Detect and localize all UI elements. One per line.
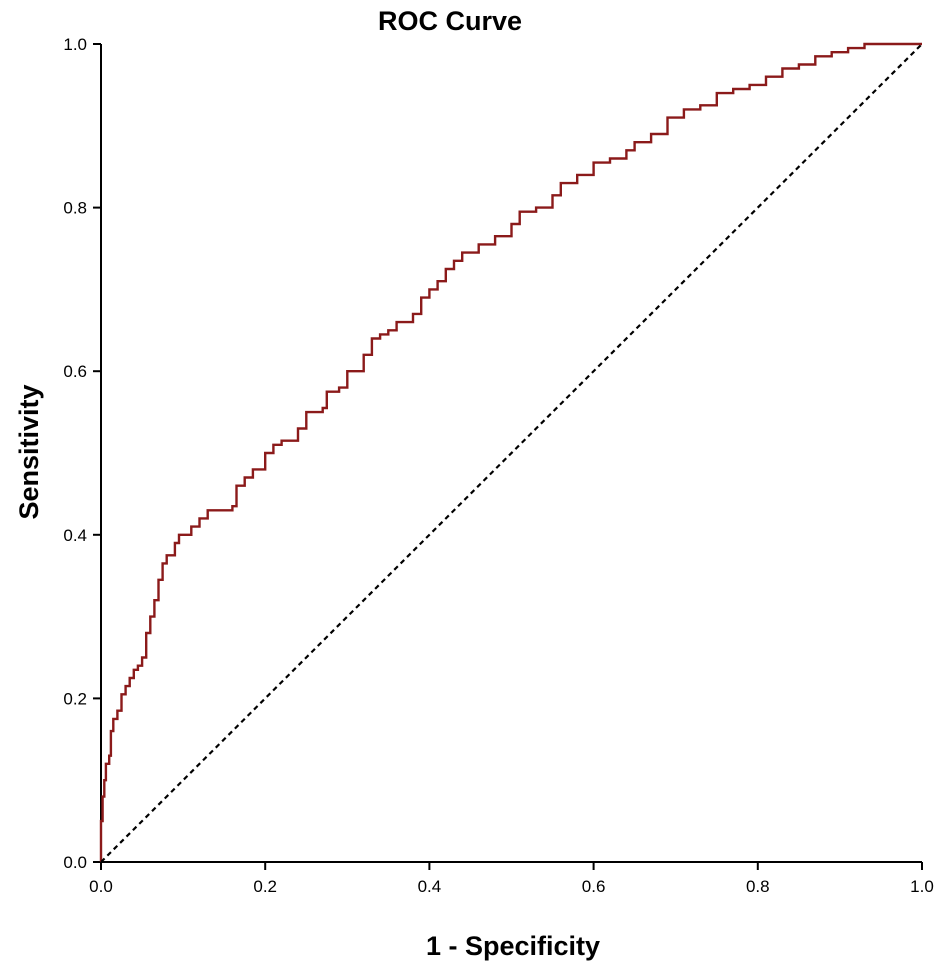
x-tick-label: 0.8 xyxy=(746,877,770,896)
x-axis-label: 1 - Specificity xyxy=(426,931,600,961)
x-tick-label: 0.6 xyxy=(582,877,606,896)
y-tick-label: 0.8 xyxy=(63,199,87,218)
y-tick-label: 1.0 xyxy=(63,35,87,54)
x-tick-label: 1.0 xyxy=(910,877,934,896)
chart-title: ROC Curve xyxy=(378,6,522,36)
roc-curve-line xyxy=(99,42,922,862)
y-tick-label: 0.6 xyxy=(63,362,87,381)
y-tick-label: 0.0 xyxy=(63,853,87,872)
x-axis-ticks: 0.0 0.2 0.4 0.6 0.8 1.0 xyxy=(89,862,934,896)
y-tick-label: 0.4 xyxy=(63,526,87,545)
reference-diagonal-line xyxy=(100,43,923,863)
y-tick-label: 0.2 xyxy=(63,689,87,708)
x-tick-label: 0.0 xyxy=(89,877,113,896)
axes xyxy=(100,44,922,863)
x-tick-label: 0.2 xyxy=(253,877,277,896)
y-axis-ticks: 0.0 0.2 0.4 0.6 0.8 1.0 xyxy=(63,35,101,872)
plot-series xyxy=(99,42,923,863)
y-axis-label: Sensitivity xyxy=(14,384,44,519)
x-tick-label: 0.4 xyxy=(418,877,442,896)
